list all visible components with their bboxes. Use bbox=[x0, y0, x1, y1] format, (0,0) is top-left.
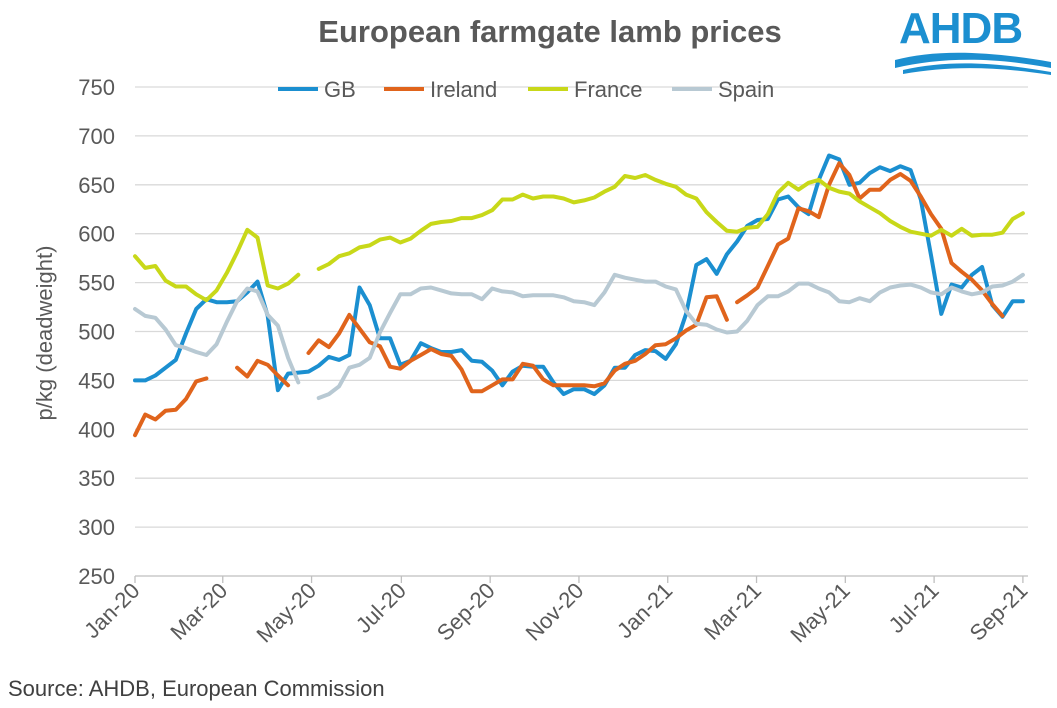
source-note: Source: AHDB, European Commission bbox=[8, 676, 385, 701]
series-line-ireland bbox=[735, 161, 1005, 318]
y-tick-label: 650 bbox=[78, 173, 115, 198]
y-tick-label: 400 bbox=[78, 417, 115, 442]
x-axis: Jan-20 Mar-20 May-20 Jul-20 Sep-20 Nov-20 Jan-… bbox=[79, 575, 1033, 648]
legend-item: Ireland bbox=[384, 77, 497, 102]
series-line-france bbox=[133, 227, 301, 303]
x-tick-label: Jul-21 bbox=[884, 578, 944, 638]
legend-label: Ireland bbox=[430, 77, 497, 102]
series-line-gb bbox=[133, 153, 1025, 397]
x-tick-label: Mar-21 bbox=[699, 578, 766, 645]
y-axis-label: p/kg (deadweight) bbox=[32, 246, 57, 421]
y-tick-label: 250 bbox=[78, 564, 115, 589]
series-line-ireland bbox=[235, 358, 291, 388]
logo-wave-icon bbox=[895, 52, 1051, 75]
ahdb-logo: AHDB bbox=[893, 4, 1053, 76]
series-line-france bbox=[316, 173, 1025, 271]
x-tick-label: Jul-20 bbox=[351, 578, 411, 638]
y-axis: 250 300 350 400 450 500 550 600 650 700 750 bbox=[78, 75, 115, 589]
y-tick-label: 700 bbox=[78, 124, 115, 149]
series-spain bbox=[133, 272, 1025, 400]
legend-item: France bbox=[528, 77, 642, 102]
legend-label: GB bbox=[324, 77, 356, 102]
series-line-spain bbox=[316, 272, 1025, 400]
series-france bbox=[133, 173, 1025, 303]
ahdb-logo-text: AHDB bbox=[899, 4, 1023, 53]
x-tick-label: May-21 bbox=[785, 578, 855, 648]
series-ireland bbox=[133, 161, 1025, 438]
x-tick-label: Nov-20 bbox=[521, 578, 589, 646]
chart-title: European farmgate lamb prices bbox=[318, 14, 782, 49]
legend: GB Ireland France Spain bbox=[278, 77, 774, 102]
y-tick-label: 300 bbox=[78, 515, 115, 540]
x-tick-label: Sep-20 bbox=[432, 578, 500, 646]
y-tick-label: 450 bbox=[78, 368, 115, 393]
x-tick-label: Mar-20 bbox=[165, 578, 232, 645]
y-tick-label: 600 bbox=[78, 222, 115, 247]
legend-item: GB bbox=[278, 77, 356, 102]
y-tick-label: 350 bbox=[78, 466, 115, 491]
y-tick-label: 550 bbox=[78, 271, 115, 296]
series-lines bbox=[133, 153, 1025, 438]
x-tick-label: May-20 bbox=[252, 578, 322, 648]
x-tick-label: Jan-21 bbox=[612, 578, 677, 643]
x-tick-label: Sep-21 bbox=[965, 578, 1033, 646]
series-line-spain bbox=[133, 286, 301, 385]
series-gb bbox=[133, 153, 1025, 397]
y-tick-label: 500 bbox=[78, 320, 115, 345]
legend-label: Spain bbox=[718, 77, 774, 102]
series-line-ireland bbox=[133, 376, 209, 438]
legend-label: France bbox=[574, 77, 642, 102]
legend-item: Spain bbox=[672, 77, 774, 102]
y-tick-label: 750 bbox=[78, 75, 115, 100]
gridlines bbox=[135, 86, 1028, 528]
series-line-ireland bbox=[306, 294, 729, 394]
